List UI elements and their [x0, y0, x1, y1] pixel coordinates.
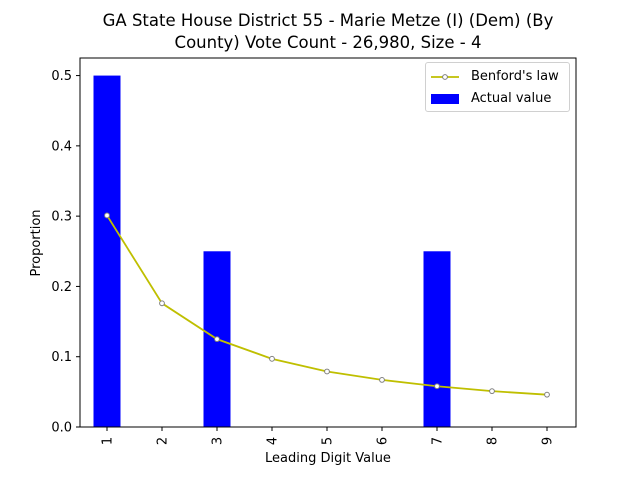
benford-line-series — [104, 212, 550, 398]
y-tick-label: 0.1 — [51, 350, 72, 365]
chart-title-line-1: GA State House District 55 - Marie Metze… — [102, 11, 554, 30]
benford-point-5 — [324, 368, 330, 375]
benford-point-2 — [159, 300, 165, 307]
benford-point-4 — [269, 355, 275, 362]
y-tick-label: 0.5 — [51, 69, 72, 84]
x-tick-label: 5 — [321, 437, 336, 445]
y-tick-label: 0.0 — [51, 421, 72, 436]
legend-line-swatch — [431, 74, 459, 80]
benford-point-1 — [104, 212, 110, 219]
x-axis-ticks: 1 2 3 4 5 6 7 8 9 — [101, 427, 556, 445]
bar-digit-1 — [93, 75, 121, 428]
chart-title-line-2: County) Vote Count - 26,980, Size - 4 — [174, 33, 482, 52]
benford-point-6 — [379, 377, 385, 383]
benford-point-8 — [489, 388, 495, 395]
chart-title: GA State House District 55 - Marie Metze… — [0, 10, 640, 54]
y-tick-label: 0.3 — [51, 210, 72, 225]
legend-bar-swatch — [431, 94, 459, 104]
y-tick-label: 0.4 — [51, 139, 72, 154]
benford-point-7 — [434, 383, 440, 390]
x-tick-label: 8 — [486, 437, 501, 445]
benford-line — [106, 214, 548, 396]
x-tick-label: 4 — [266, 437, 281, 445]
y-axis-ticks: 0.0 0.1 0.2 0.3 0.4 0.5 — [51, 69, 80, 436]
axes-frame — [79, 57, 577, 428]
legend-label-actual: Actual value — [471, 91, 552, 106]
y-axis-label: Proportion — [29, 209, 44, 276]
x-tick-label: 3 — [211, 437, 226, 445]
bar-digit-7 — [423, 251, 451, 427]
x-tick-label: 9 — [541, 437, 556, 445]
x-axis-label: Leading Digit Value — [265, 451, 391, 466]
x-tick-label: 2 — [156, 437, 171, 445]
benford-point-9 — [544, 391, 550, 398]
x-tick-label: 7 — [431, 437, 446, 445]
y-tick-label: 0.2 — [51, 280, 72, 295]
legend: Benford's law Actual value — [425, 62, 570, 112]
x-tick-label: 1 — [101, 437, 116, 445]
x-tick-label: 6 — [376, 437, 391, 445]
bar-series — [93, 75, 451, 428]
benford-point-3 — [214, 336, 220, 343]
legend-label-benford: Benford's law — [471, 69, 559, 84]
